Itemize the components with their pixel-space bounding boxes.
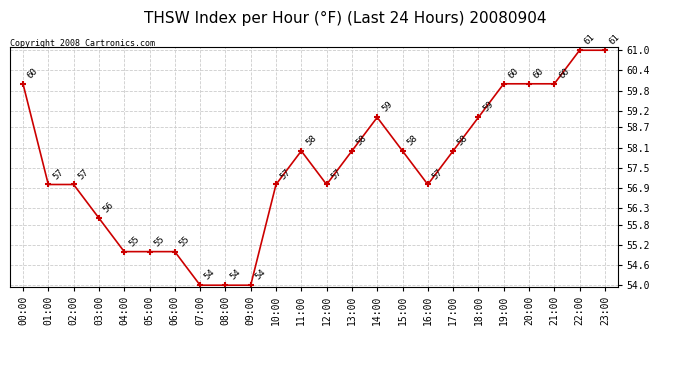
Text: 54: 54	[203, 268, 217, 282]
Text: 57: 57	[77, 167, 90, 181]
Text: 58: 58	[405, 134, 420, 147]
Text: 57: 57	[329, 167, 344, 181]
Text: 58: 58	[355, 134, 368, 147]
Text: 61: 61	[608, 33, 622, 46]
Text: 58: 58	[304, 134, 318, 147]
Text: 59: 59	[481, 100, 495, 114]
Text: 60: 60	[26, 66, 40, 80]
Text: 60: 60	[506, 66, 520, 80]
Text: 58: 58	[456, 134, 470, 147]
Text: 55: 55	[177, 234, 192, 248]
Text: 59: 59	[380, 100, 394, 114]
Text: 55: 55	[127, 234, 141, 248]
Text: Copyright 2008 Cartronics.com: Copyright 2008 Cartronics.com	[10, 39, 155, 48]
Text: 61: 61	[582, 33, 596, 46]
Text: 55: 55	[152, 234, 166, 248]
Text: 54: 54	[253, 268, 268, 282]
Text: 60: 60	[532, 66, 546, 80]
Text: 54: 54	[228, 268, 242, 282]
Text: 57: 57	[431, 167, 444, 181]
Text: 56: 56	[101, 201, 116, 214]
Text: THSW Index per Hour (°F) (Last 24 Hours) 20080904: THSW Index per Hour (°F) (Last 24 Hours)…	[144, 11, 546, 26]
Text: 60: 60	[557, 66, 571, 80]
Text: 57: 57	[279, 167, 293, 181]
Text: 57: 57	[51, 167, 65, 181]
